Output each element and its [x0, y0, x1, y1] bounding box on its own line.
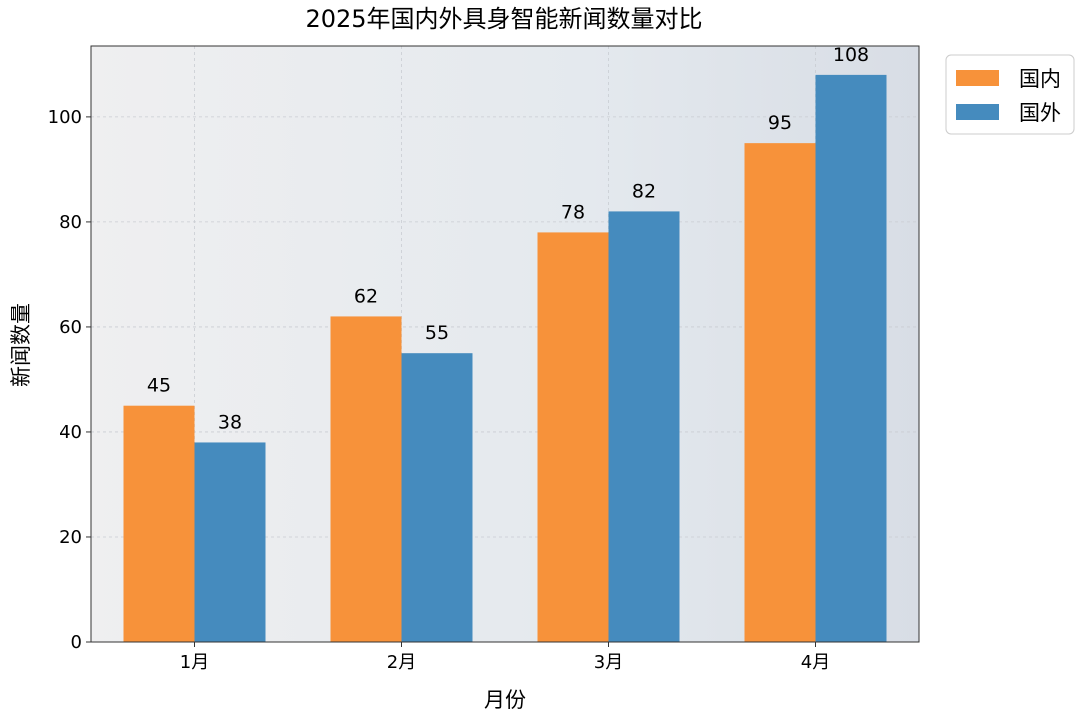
legend-swatch-domestic — [956, 70, 999, 86]
bar-foreign — [608, 211, 680, 642]
y-tick-label: 100 — [48, 107, 82, 128]
data-label: 45 — [147, 375, 171, 397]
data-label: 38 — [218, 411, 242, 433]
x-tick-label: 2月 — [387, 652, 416, 673]
chart-title: 2025年国内外具身智能新闻数量对比 — [305, 5, 702, 33]
plot-frame — [90, 45, 920, 643]
legend: 国内 国外 — [945, 54, 1075, 135]
y-tick-label: 80 — [59, 212, 82, 233]
data-label: 62 — [354, 285, 378, 307]
x-tick-label: 4月 — [801, 652, 830, 673]
y-tick-label: 20 — [59, 527, 82, 548]
data-label: 95 — [768, 112, 792, 134]
data-labels: 45 62 78 95 38 55 82 108 — [147, 44, 869, 434]
bar-foreign — [194, 442, 266, 642]
bar-foreign — [401, 353, 473, 642]
x-tick-label: 1月 — [180, 652, 209, 673]
bars — [123, 74, 887, 643]
x-tick-label: 3月 — [594, 652, 623, 673]
data-label: 55 — [425, 322, 449, 344]
x-axis-ticks: 1月 2月 3月 4月 — [180, 642, 830, 673]
legend-label-foreign: 国外 — [1019, 101, 1061, 125]
legend-label-domestic: 国内 — [1019, 67, 1061, 91]
data-label: 78 — [561, 201, 585, 223]
bar-domestic — [744, 143, 816, 642]
x-axis-label: 月份 — [484, 688, 526, 712]
data-label: 108 — [833, 44, 869, 66]
bar-domestic — [537, 232, 609, 642]
bar-domestic — [330, 316, 402, 642]
y-tick-label: 60 — [59, 317, 82, 338]
y-tick-label: 0 — [71, 632, 82, 653]
bar-foreign — [815, 74, 887, 643]
y-tick-label: 40 — [59, 422, 82, 443]
legend-swatch-foreign — [956, 104, 999, 120]
data-label: 82 — [632, 180, 656, 202]
bar-domestic — [123, 405, 195, 642]
y-axis-label: 新闻数量 — [9, 303, 33, 387]
y-axis-ticks: 0 20 40 60 80 100 — [48, 107, 91, 653]
